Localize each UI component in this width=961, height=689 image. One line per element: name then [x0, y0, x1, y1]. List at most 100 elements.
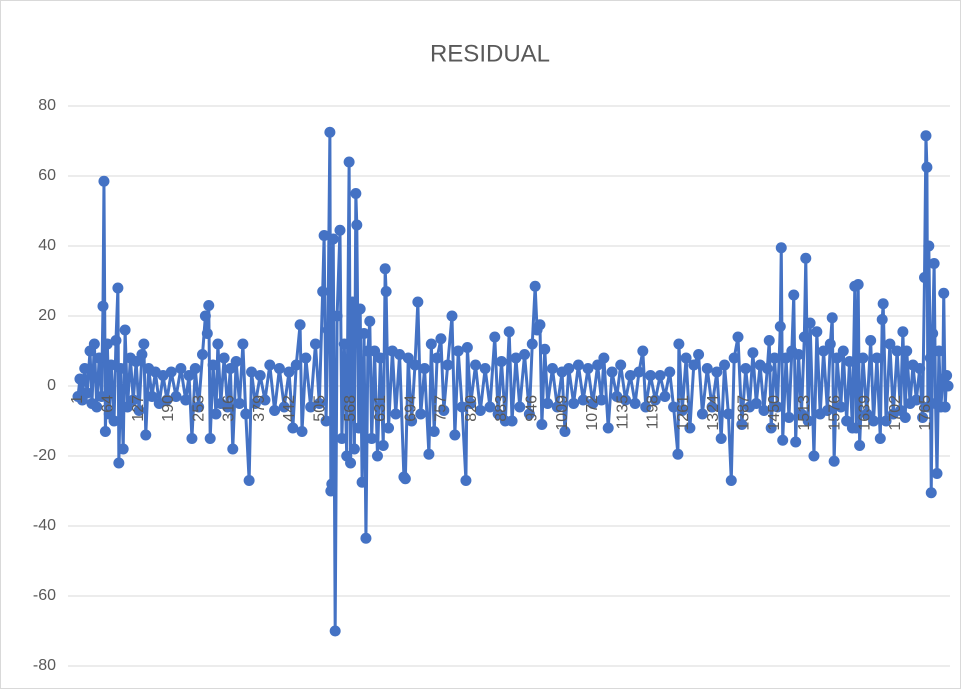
x-tick-label: 820	[463, 395, 480, 422]
x-tick-label: 1009	[554, 395, 571, 431]
data-point	[876, 314, 888, 325]
data-point	[296, 426, 308, 437]
data-point	[852, 279, 864, 290]
data-point	[861, 408, 873, 420]
y-tick-label: 60	[38, 167, 56, 184]
data-point	[765, 422, 777, 434]
data-point	[811, 326, 823, 338]
data-point	[259, 394, 271, 406]
data-point	[927, 328, 939, 339]
data-point	[939, 401, 951, 413]
data-point	[868, 415, 880, 427]
data-point	[415, 408, 427, 420]
data-point	[203, 300, 215, 311]
y-tick-label: 0	[47, 377, 56, 394]
data-point	[706, 401, 718, 413]
data-point	[563, 363, 575, 374]
data-point	[769, 352, 781, 364]
data-point	[774, 321, 786, 332]
data-point	[474, 405, 486, 416]
data-point	[423, 448, 435, 460]
data-point	[804, 317, 816, 329]
data-point	[568, 398, 580, 409]
data-point	[287, 422, 299, 434]
data-point	[795, 408, 807, 420]
y-tick-label: -40	[33, 517, 56, 534]
data-point	[165, 366, 177, 378]
x-tick-label: 1324	[705, 395, 722, 431]
data-point	[218, 352, 230, 364]
data-point	[747, 347, 759, 359]
data-point	[283, 366, 295, 378]
data-point	[837, 345, 849, 357]
data-point	[110, 335, 122, 346]
data-point	[320, 415, 332, 427]
x-tick-label: 316	[221, 395, 238, 422]
data-point	[456, 401, 468, 413]
data-point	[186, 433, 198, 444]
x-tick-label: 1702	[887, 395, 904, 431]
data-point	[891, 345, 903, 357]
data-point	[230, 356, 242, 367]
data-point	[715, 433, 727, 444]
data-point	[693, 349, 705, 360]
data-point	[338, 338, 350, 350]
x-tick-label: 1450	[766, 395, 783, 431]
data-point	[831, 352, 843, 364]
x-tick-label: 1765	[917, 395, 934, 431]
data-point	[240, 408, 252, 420]
data-point	[353, 422, 365, 434]
data-point	[551, 401, 563, 413]
data-point	[928, 258, 940, 269]
data-point	[278, 401, 290, 413]
data-point	[664, 366, 676, 378]
data-point	[921, 161, 933, 173]
data-point	[331, 310, 343, 322]
data-point	[871, 352, 883, 364]
data-point	[722, 408, 734, 420]
data-point	[98, 175, 110, 187]
data-point	[360, 532, 372, 544]
data-point	[318, 230, 330, 241]
data-point	[668, 401, 680, 413]
data-point	[399, 473, 411, 485]
data-point	[435, 333, 447, 345]
x-tick-label: 946	[523, 395, 540, 422]
data-point	[510, 352, 522, 364]
data-point	[611, 391, 623, 402]
data-point	[322, 324, 334, 336]
data-point	[808, 450, 820, 462]
data-point	[290, 359, 302, 371]
data-point	[676, 405, 688, 416]
data-point	[336, 433, 348, 444]
data-point	[526, 338, 538, 350]
data-point	[854, 440, 866, 451]
data-point	[115, 363, 127, 374]
data-point	[246, 366, 258, 378]
data-point	[684, 422, 696, 434]
data-point	[821, 405, 833, 416]
data-point	[826, 312, 838, 324]
data-point	[758, 405, 770, 416]
data-point	[503, 326, 515, 338]
data-point	[81, 387, 93, 399]
data-point	[140, 429, 152, 441]
data-point	[732, 331, 744, 343]
data-point	[326, 478, 338, 490]
data-point	[204, 433, 216, 444]
data-point	[901, 345, 913, 357]
data-point	[402, 352, 414, 364]
data-point	[305, 401, 317, 413]
data-point	[358, 328, 370, 339]
data-point	[91, 401, 103, 413]
data-point	[127, 394, 139, 406]
data-point	[828, 455, 840, 467]
data-point	[582, 363, 594, 374]
data-point	[309, 338, 321, 350]
data-point	[207, 359, 219, 371]
data-point	[559, 426, 571, 437]
data-point	[595, 394, 607, 406]
data-point	[79, 363, 91, 374]
